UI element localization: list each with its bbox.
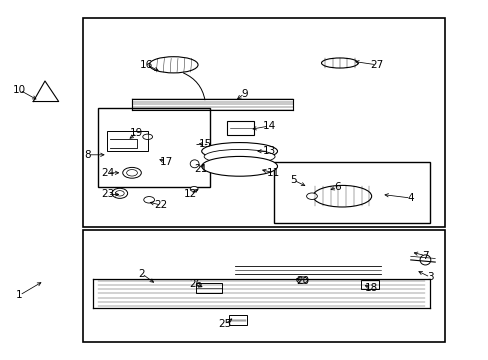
Text: 22: 22 [154, 200, 168, 210]
Bar [83, 230, 444, 342]
Text: 2: 2 [138, 269, 145, 279]
Text: 4: 4 [407, 193, 413, 203]
Ellipse shape [112, 188, 127, 198]
Ellipse shape [126, 170, 137, 176]
Bar [273, 162, 429, 223]
Text: 5: 5 [289, 175, 296, 185]
Text: 12: 12 [183, 189, 197, 199]
Text: 10: 10 [13, 85, 26, 95]
Text: 25: 25 [218, 319, 231, 329]
Ellipse shape [296, 277, 307, 283]
Text: 27: 27 [369, 60, 383, 70]
Text: 1: 1 [16, 290, 23, 300]
Ellipse shape [143, 197, 154, 203]
Text: 24: 24 [101, 168, 114, 178]
Text: 7: 7 [421, 251, 428, 261]
Text: 15: 15 [198, 139, 212, 149]
Text: 11: 11 [266, 168, 280, 178]
Ellipse shape [201, 143, 277, 160]
Ellipse shape [306, 193, 317, 199]
Bar [195, 283, 222, 293]
Bar [83, 18, 444, 227]
Ellipse shape [204, 149, 274, 164]
Polygon shape [33, 81, 59, 102]
Text: 20: 20 [296, 276, 309, 286]
Text: 13: 13 [262, 146, 275, 156]
Text: 8: 8 [84, 150, 91, 160]
Ellipse shape [149, 57, 198, 73]
Text: 26: 26 [188, 279, 202, 289]
Text: 3: 3 [426, 272, 433, 282]
Ellipse shape [419, 255, 430, 265]
Ellipse shape [142, 134, 152, 140]
Text: 17: 17 [159, 157, 173, 167]
Text: 23: 23 [101, 189, 114, 199]
Ellipse shape [122, 167, 141, 178]
Text: 16: 16 [140, 60, 153, 70]
Ellipse shape [190, 186, 198, 192]
Bar [98, 108, 210, 187]
Text: 6: 6 [333, 182, 340, 192]
Bar [106, 131, 148, 151]
Text: 21: 21 [193, 164, 207, 174]
Ellipse shape [312, 185, 371, 207]
Text: 14: 14 [262, 121, 275, 131]
Ellipse shape [190, 160, 199, 168]
Ellipse shape [321, 58, 357, 68]
Bar [360, 280, 379, 289]
Bar [228, 315, 247, 325]
Text: 9: 9 [241, 89, 247, 99]
Ellipse shape [115, 191, 124, 196]
Ellipse shape [201, 156, 277, 176]
Bar [227, 121, 254, 135]
Text: 18: 18 [364, 283, 378, 293]
Text: 19: 19 [130, 128, 143, 138]
